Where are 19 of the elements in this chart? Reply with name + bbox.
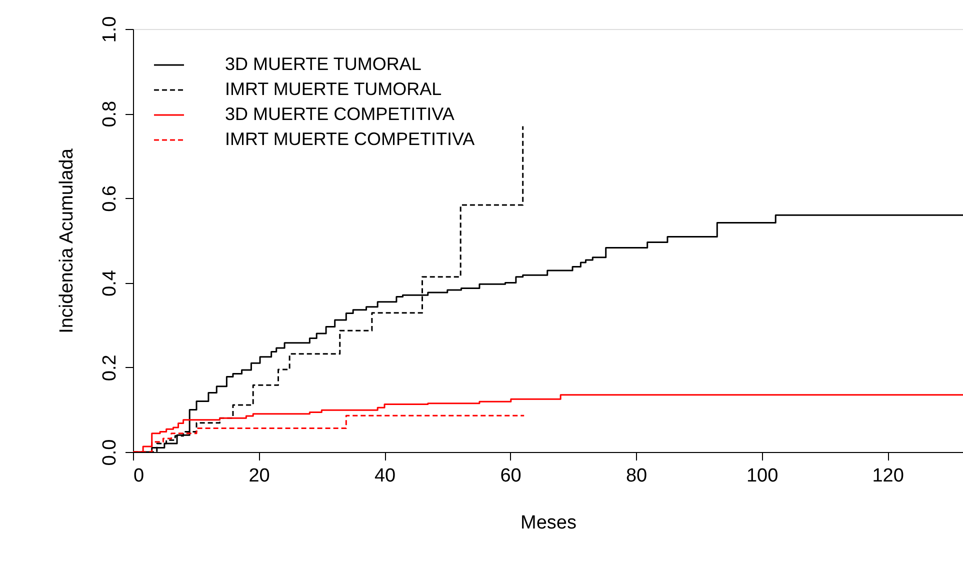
x-tick-label: 120 — [872, 466, 904, 486]
x-tick-label: 100 — [746, 466, 778, 486]
legend-label: 3D MUERTE TUMORAL — [225, 54, 422, 74]
legend-label: IMRT MUERTE TUMORAL — [225, 79, 442, 99]
x-tick-label: 60 — [500, 466, 522, 486]
y-tick-label: 1.0 — [100, 16, 120, 43]
y-tick-label: 0.4 — [100, 270, 120, 297]
legend-label: IMRT MUERTE COMPETITIVA — [225, 129, 475, 149]
x-tick-label: 0 — [134, 466, 144, 486]
legend-label: 3D MUERTE COMPETITIVA — [225, 104, 454, 124]
x-axis-title: Meses — [520, 512, 576, 534]
y-tick-label: 0.8 — [100, 100, 120, 128]
y-tick-label: 0.0 — [100, 439, 120, 466]
y-axis-title: Incidencia Acumulada — [56, 148, 78, 334]
y-tick-label: 0.6 — [100, 185, 120, 212]
x-tick-label: 40 — [374, 466, 396, 486]
x-tick-label: 80 — [626, 466, 648, 486]
x-tick-label: 20 — [248, 466, 270, 486]
y-tick-label: 0.2 — [100, 354, 120, 382]
